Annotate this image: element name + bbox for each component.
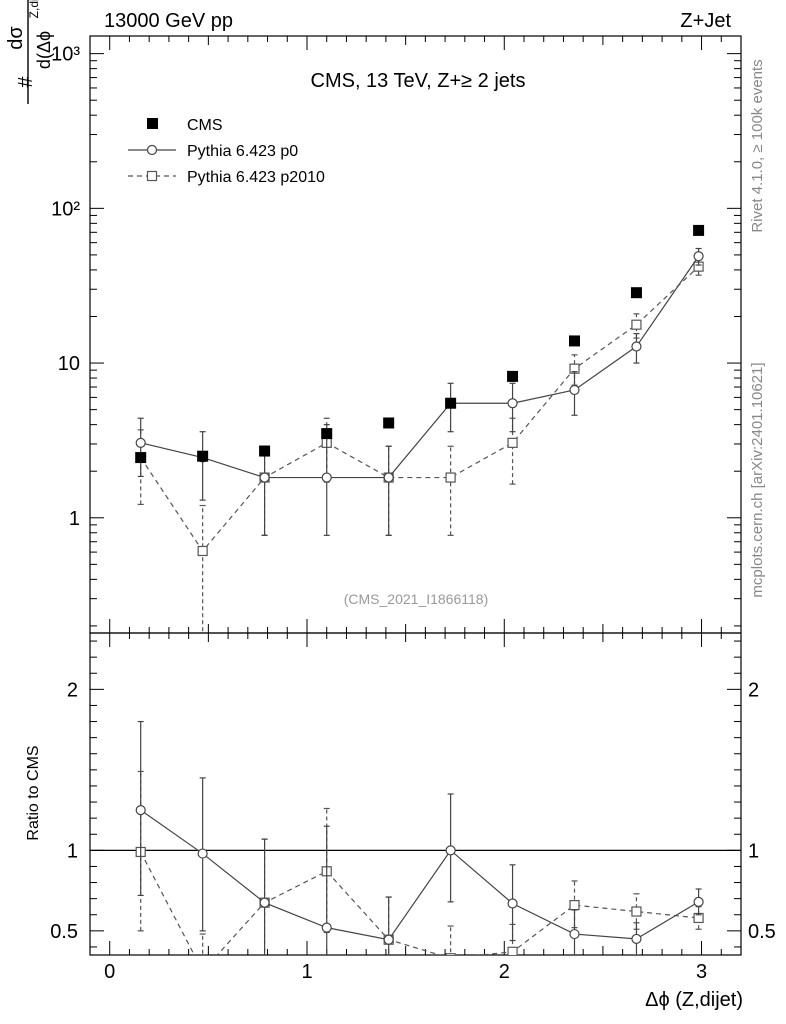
- y-tick-label: 1: [69, 508, 80, 530]
- ratio-tick-label-right: 1: [748, 840, 759, 862]
- p0-line: [140, 255, 700, 479]
- cms-point: [197, 450, 209, 462]
- ratio-p2010-line: [140, 851, 699, 955]
- p0-point: [383, 472, 394, 483]
- ratio-p2010-point: [631, 906, 642, 917]
- analysis-watermark: (CMS_2021_I1866118): [344, 591, 489, 607]
- ratio-tick-label: 1: [67, 840, 78, 862]
- cms-point: [445, 397, 457, 409]
- ratio-panel-axis-ticks: 0 1 2 3 0.5 0.5 1 1 2 2: [50, 633, 776, 983]
- ratio-panel-data: [90, 720, 741, 976]
- legend-p2010-label: Pythia 6.423 p2010: [187, 169, 325, 186]
- ratio-p0-point: [197, 848, 208, 859]
- p0-point: [693, 251, 704, 262]
- legend-p2010-marker: [146, 170, 158, 182]
- top-panel-axis-ticks: 1 10 10² 10³: [51, 36, 742, 633]
- mcplots-label: mcplots.cern.ch [arXiv:2401.10621]: [749, 362, 766, 597]
- ratio-tick-label: 0.5: [50, 921, 78, 943]
- ratio-y-axis-label: Ratio to CMS: [25, 745, 42, 840]
- x-axis-label: Δϕ (Z,dijet): [645, 989, 743, 1011]
- process-label: Z+Jet: [680, 10, 731, 32]
- p2010-line: [140, 266, 699, 552]
- cms-point: [569, 335, 581, 347]
- svg-text:d(Δϕ: d(Δϕ: [34, 31, 54, 69]
- ratio-p2010-point: [445, 953, 456, 955]
- svg-text:#: #: [15, 76, 37, 88]
- cms-point: [259, 445, 271, 457]
- ratio-tick-label-right: 0.5: [748, 921, 776, 943]
- ratio-p0-point: [507, 898, 518, 909]
- legend: CMS Pythia 6.423 p0 Pythia 6.423 p2010: [128, 117, 325, 186]
- chart-title: CMS, 13 TeV, Z+≥ 2 jets: [311, 70, 526, 92]
- ratio-p2010-point: [198, 967, 207, 976]
- ratio-p0-point: [693, 896, 704, 907]
- ratio-tick-label-right: 2: [748, 679, 759, 701]
- ratio-p0-point: [259, 897, 270, 908]
- p0-point: [569, 384, 580, 396]
- cms-point: [507, 370, 519, 382]
- top-y-axis-label: # dσ d(Δϕ Z,dijet ): [5, 0, 54, 104]
- y-tick-label: 10²: [51, 198, 80, 220]
- ratio-tick-label: 2: [67, 679, 78, 701]
- p2010-point: [197, 545, 208, 557]
- svg-text:dσ: dσ: [5, 26, 27, 50]
- p0-point: [321, 472, 332, 483]
- p2010-point: [631, 319, 642, 330]
- x-tick-label: 2: [499, 961, 510, 983]
- ratio-p0-point: [321, 922, 332, 933]
- legend-cms-label: CMS: [187, 117, 223, 134]
- legend-p0-label: Pythia 6.423 p0: [187, 143, 298, 160]
- p0-point: [631, 341, 642, 352]
- p2010-point: [445, 472, 456, 483]
- cms-point: [321, 428, 333, 440]
- x-tick-label: 1: [301, 961, 312, 983]
- cms-point: [693, 224, 705, 236]
- ratio-p0-point: [135, 804, 146, 816]
- x-tick-label: 0: [104, 961, 115, 983]
- cms-point: [630, 287, 642, 299]
- rivet-label: Rivet 4.1.0, ≥ 100k events: [749, 59, 766, 232]
- ratio-p2010-point: [507, 946, 518, 955]
- cms-point: [383, 417, 395, 429]
- p2010-point: [507, 437, 518, 448]
- p0-point: [259, 472, 270, 483]
- p0-point: [507, 398, 518, 409]
- svg-text:Z,dijet: Z,dijet: [27, 0, 41, 18]
- ratio-p0-line: [140, 809, 699, 941]
- top-panel-data: [135, 224, 705, 633]
- x-tick-label: 3: [696, 961, 707, 983]
- ratio-panel-frame: [89, 632, 742, 956]
- y-tick-label: 10³: [51, 44, 80, 66]
- ratio-p0-point: [445, 845, 456, 856]
- legend-p0-marker: [146, 144, 158, 156]
- cms-point: [135, 452, 147, 464]
- ratio-p0-point: [631, 933, 642, 945]
- p0-point: [135, 437, 146, 448]
- legend-cms-marker: [147, 118, 158, 129]
- ratio-p0-point: [569, 928, 580, 940]
- y-tick-label: 10: [58, 353, 80, 375]
- energy-label: 13000 GeV pp: [104, 10, 233, 32]
- ratio-p2010-point: [569, 899, 580, 911]
- ratio-p0-point: [383, 934, 394, 945]
